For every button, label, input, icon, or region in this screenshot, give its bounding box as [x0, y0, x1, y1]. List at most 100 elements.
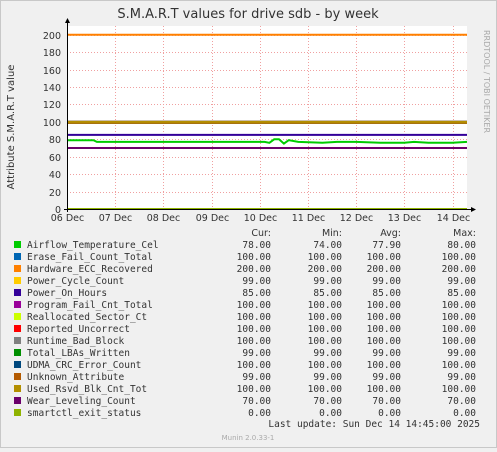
y-axis-arrow: [65, 18, 70, 23]
legend-series-name: Airflow_Temperature_Cel: [27, 240, 159, 251]
x-tick-label: 07 Dec: [99, 213, 133, 224]
legend-series-name: Erase_Fail_Count_Total: [27, 252, 153, 263]
legend-series-name: Total_LBAs_Written: [27, 348, 130, 359]
legend-value: 74.00: [313, 240, 342, 251]
legend-series-name: Power_On_Hours: [27, 288, 107, 299]
watermark: RRDTOOL / TOBI OETIKER: [482, 30, 491, 133]
legend-swatch: [14, 313, 21, 320]
legend-value: 100.00: [367, 384, 402, 395]
legend-series-name: Unknown_Attribute: [27, 372, 125, 383]
y-tick-label: 180: [43, 48, 61, 59]
x-tick-label: 08 Dec: [147, 213, 181, 224]
x-tick-label: 06 Dec: [51, 213, 85, 224]
legend-value: 80.00: [447, 240, 476, 251]
legend-value: 0.00: [319, 408, 342, 419]
legend-swatch: [14, 385, 21, 392]
axes: 0 20 40 60 80 100 120 140 160 180 200 06 Dec 07 Dec 0…: [43, 18, 476, 224]
x-tick-label: 09 Dec: [196, 213, 230, 224]
y-tick-label: 20: [49, 188, 61, 199]
legend-series-name: smartctl_exit_status: [27, 408, 141, 419]
legend-value: 100.00: [237, 252, 272, 263]
legend-value: 100.00: [308, 300, 343, 311]
chart-title: S.M.A.R.T values for drive sdb - by week: [117, 7, 379, 22]
legend-column-header: Avg:: [380, 228, 401, 239]
legend-value: 100.00: [308, 252, 343, 263]
legend-value: 100.00: [367, 300, 402, 311]
plot-area: [67, 26, 467, 209]
legend-value: 100.00: [367, 324, 402, 335]
legend-column-header: Min:: [322, 228, 342, 239]
y-tick-label: 140: [43, 83, 61, 94]
legend-value: 99.00: [242, 276, 271, 287]
y-tick-label: 0: [55, 205, 61, 216]
legend-swatch: [14, 409, 21, 416]
legend-value: 0.00: [453, 408, 476, 419]
y-tick-label: 120: [43, 100, 61, 111]
y-tick-label: 160: [43, 66, 61, 77]
legend-series-name: Wear_Leveling_Count: [27, 396, 136, 407]
munin-version: Munin 2.0.33-1: [222, 434, 275, 442]
legend-value: 100.00: [237, 384, 272, 395]
x-tick-label: 10 Dec: [244, 213, 278, 224]
legend-value: 100.00: [442, 300, 477, 311]
legend-value: 100.00: [308, 336, 343, 347]
legend-value: 100.00: [367, 336, 402, 347]
legend-value: 100.00: [442, 324, 477, 335]
y-tick-label: 200: [43, 31, 61, 42]
y-axis-label: Attribute S.M.A.R.T value: [6, 65, 17, 190]
legend-value: 0.00: [378, 408, 401, 419]
legend-value: 100.00: [367, 312, 402, 323]
legend-swatch: [14, 253, 21, 260]
legend-value: 77.90: [372, 240, 401, 251]
legend-swatch: [14, 301, 21, 308]
legend-series-name: Hardware_ECC_Recovered: [27, 264, 153, 275]
legend-value: 200.00: [367, 264, 402, 275]
x-axis-arrow: [471, 207, 476, 212]
legend-value: 0.00: [248, 408, 271, 419]
legend-value: 99.00: [313, 276, 342, 287]
legend-value: 99.00: [313, 348, 342, 359]
legend-value: 100.00: [237, 336, 272, 347]
legend-column-header: Cur:: [251, 228, 271, 239]
legend-swatch: [14, 337, 21, 344]
x-tick-label: 12 Dec: [340, 213, 374, 224]
legend-series-name: Reallocated_Sector_Ct: [27, 312, 147, 323]
legend-value: 200.00: [442, 264, 477, 275]
last-update: Last update: Sun Dec 14 14:45:00 2025: [268, 419, 480, 430]
legend-swatch: [14, 349, 21, 356]
x-tick-label: 14 Dec: [437, 213, 471, 224]
legend-value: 100.00: [308, 312, 343, 323]
x-tick-label: 11 Dec: [292, 213, 326, 224]
legend-swatch: [14, 277, 21, 284]
legend-swatch: [14, 373, 21, 380]
legend-swatch: [14, 361, 21, 368]
legend-value: 99.00: [447, 348, 476, 359]
legend-value: 99.00: [242, 348, 271, 359]
legend-value: 100.00: [442, 384, 477, 395]
legend-series-name: UDMA_CRC_Error_Count: [27, 360, 141, 371]
legend-series-name: Reported_Uncorrect: [27, 324, 130, 335]
legend-swatch: [14, 325, 21, 332]
legend-swatch: [14, 241, 21, 248]
y-tick-label: 40: [49, 170, 61, 181]
legend: Cur: Min: Avg: Max: Airflow_Temperature_Cel 7…: [14, 228, 476, 419]
legend-value: 100.00: [237, 324, 272, 335]
legend-value: 99.00: [372, 348, 401, 359]
legend-series-name: Runtime_Bad_Block: [27, 336, 125, 347]
legend-series-name: Used_Rsvd_Blk_Cnt_Tot: [27, 384, 147, 395]
legend-swatch: [14, 265, 21, 272]
legend-value: 85.00: [242, 288, 271, 299]
y-tick-label: 80: [49, 135, 61, 146]
legend-value: 200.00: [237, 264, 272, 275]
legend-value: 100.00: [442, 360, 477, 371]
legend-value: 100.00: [237, 300, 272, 311]
legend-value: 99.00: [242, 372, 271, 383]
legend-value: 78.00: [242, 240, 271, 251]
legend-value: 85.00: [372, 288, 401, 299]
legend-series-name: Program_Fail_Cnt_Total: [27, 300, 153, 311]
legend-value: 70.00: [447, 396, 476, 407]
legend-value: 100.00: [367, 252, 402, 263]
legend-value: 100.00: [442, 312, 477, 323]
legend-value: 70.00: [242, 396, 271, 407]
